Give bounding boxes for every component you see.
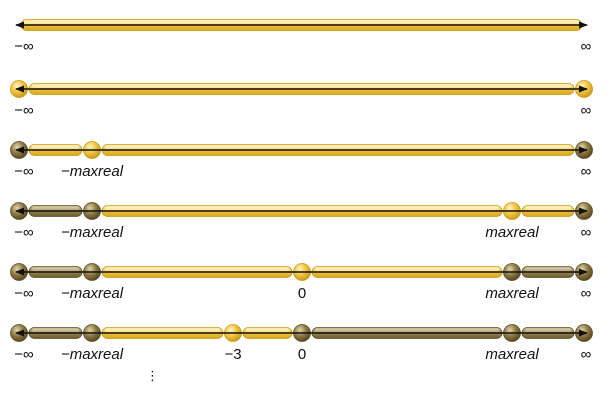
interval-highlight xyxy=(525,268,571,271)
interval-highlight xyxy=(525,329,571,332)
label-pos_inf: ∞ xyxy=(580,102,592,119)
label-pos_maxreal: maxreal xyxy=(485,224,539,241)
label-neg_maxreal: −maxreal xyxy=(60,224,124,241)
label-pos_inf: ∞ xyxy=(580,163,592,180)
label-pos_maxreal: maxreal xyxy=(485,346,539,363)
label-neg_inf: −∞ xyxy=(14,285,34,302)
interval-highlight xyxy=(32,268,79,271)
interval-highlight xyxy=(32,85,571,88)
interval-highlight xyxy=(105,146,571,149)
number-line-row-3 xyxy=(10,141,593,159)
label-pos_maxreal: maxreal xyxy=(485,285,539,302)
number-line-row-1 xyxy=(15,19,588,31)
interval-highlight xyxy=(24,21,579,24)
label-pos_inf: ∞ xyxy=(580,38,592,55)
interval-highlight xyxy=(246,329,289,332)
label-neg_maxreal: −maxreal xyxy=(60,285,124,302)
interval-highlight xyxy=(32,146,79,149)
interval-highlight xyxy=(315,329,499,332)
label-neg_inf: −∞ xyxy=(14,163,34,180)
number-line-row-4 xyxy=(10,202,593,220)
label-zero: 0 xyxy=(297,285,307,302)
label-pos_inf: ∞ xyxy=(580,224,592,241)
label-pos_inf: ∞ xyxy=(580,346,592,363)
label-pos_inf: ∞ xyxy=(580,285,592,302)
number-line-row-5 xyxy=(10,263,593,281)
label-zero: 0 xyxy=(297,346,307,363)
label-neg_inf: −∞ xyxy=(14,38,34,55)
label-neg_maxreal: −maxreal xyxy=(60,346,124,363)
label-neg_inf: −∞ xyxy=(14,102,34,119)
number-line-row-2 xyxy=(10,80,593,98)
label-neg_inf: −∞ xyxy=(14,346,34,363)
interval-highlight xyxy=(525,207,571,210)
interval-highlight xyxy=(315,268,499,271)
interval-highlight xyxy=(32,207,79,210)
interval-highlight xyxy=(32,329,79,332)
label-neg_three: −3 xyxy=(224,346,242,363)
continuation-ellipsis: ⋮ xyxy=(146,369,159,384)
interval-highlight xyxy=(105,329,220,332)
interval-highlight xyxy=(105,268,289,271)
label-neg_inf: −∞ xyxy=(14,224,34,241)
number-line-row-6 xyxy=(10,324,593,342)
interval-highlight xyxy=(105,207,499,210)
label-neg_maxreal: −maxreal xyxy=(60,163,124,180)
